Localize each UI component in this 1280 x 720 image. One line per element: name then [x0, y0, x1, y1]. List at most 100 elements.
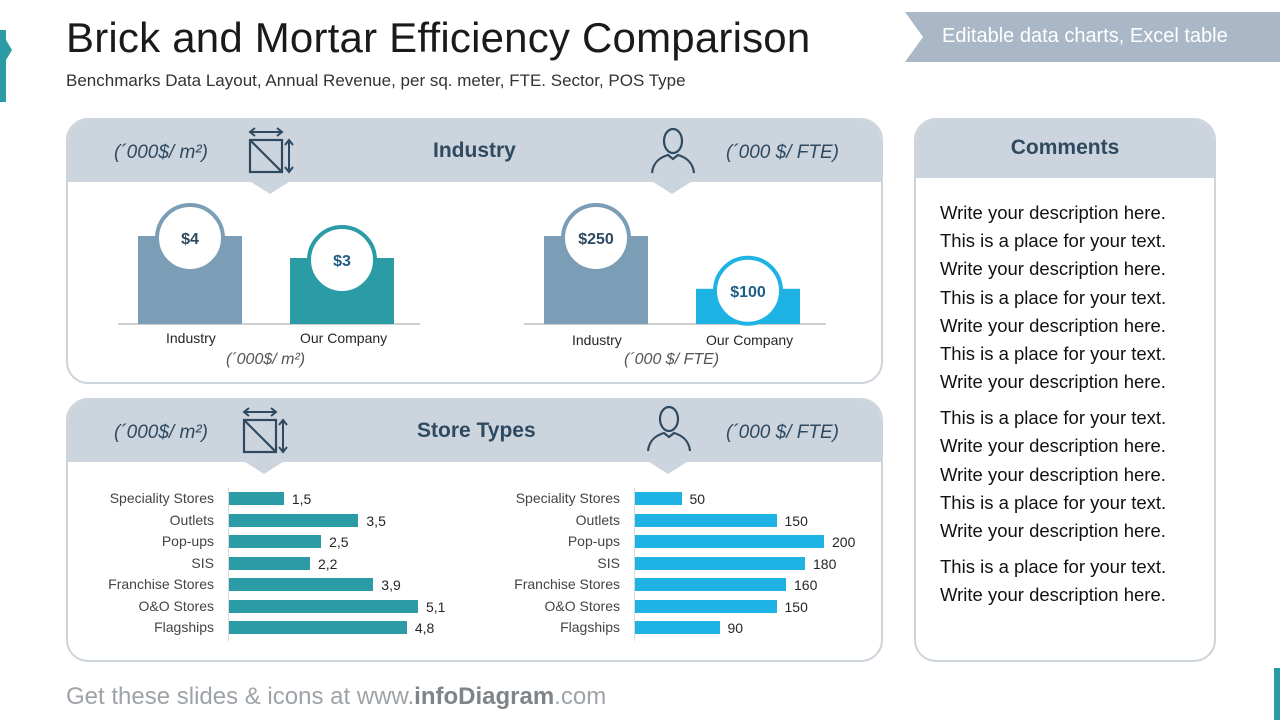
- footer-prefix: Get these slides & icons at www.: [66, 683, 415, 710]
- footer-brand: infoDiagram: [414, 683, 555, 710]
- store-fte-bar-1: [634, 513, 777, 527]
- comment-line: Write your description here.: [940, 371, 1166, 392]
- store-fte-category-4: Franchise Stores: [514, 576, 620, 592]
- category-industry-fte: Industry: [572, 332, 622, 348]
- comment-line: Write your description here.: [940, 435, 1166, 456]
- comment-line: Write your description here.: [940, 584, 1166, 605]
- store-fte-bar-6: [634, 621, 720, 634]
- comment-line: This is a place for your text.: [940, 492, 1167, 513]
- comments-title: Comments: [1010, 136, 1120, 159]
- comment-line: Write your description here.: [940, 315, 1166, 336]
- left-accent-notch: [6, 40, 12, 60]
- store-area-category-3: SIS: [191, 554, 214, 571]
- store-area-category-5: O&O Stores: [138, 597, 214, 614]
- store-area-bar-1: [228, 513, 359, 527]
- comment-line: Write your description here.: [940, 520, 1166, 541]
- fte-column-value-label-0: $250: [578, 231, 614, 248]
- store-area-category-0: Speciality Stores: [109, 490, 214, 506]
- category-company-fte: Our Company: [706, 332, 794, 348]
- store-types-panel-title: Store Types: [417, 419, 536, 442]
- store-fte-bar-4: [634, 578, 786, 591]
- fte-column-badge-1: [713, 255, 783, 326]
- store-fte-value-label-6: 90: [727, 620, 744, 636]
- comment-line: This is a place for your text.: [940, 407, 1167, 428]
- comments-panel: Comments Write your description here. Thi…: [914, 118, 1216, 662]
- store-fte-category-6: Flagships: [560, 619, 620, 635]
- store-fte-value-label-1: 150: [784, 512, 808, 529]
- store-fte-bar-5: [634, 599, 777, 613]
- person-icon: [646, 405, 692, 452]
- fte-column-badge-0: [561, 203, 631, 273]
- store-area-bar-4: [228, 578, 374, 591]
- area-column-badge-0: [155, 203, 225, 273]
- area-column-value-label-0: $4: [181, 231, 199, 248]
- store-fte-category-1: Outlets: [575, 511, 620, 528]
- store-area-value-label-5: 5,1: [426, 598, 446, 615]
- fte-column-value-label-1: $100: [730, 284, 766, 301]
- store-area-value-label-0: 1,5: [291, 491, 312, 507]
- store-area-category-6: Flagships: [154, 619, 214, 635]
- store-fte-value-label-5: 150: [784, 598, 808, 615]
- page-title: Brick and Mortar Efficiency Comparison: [66, 14, 811, 61]
- store-area-bar-5: [228, 599, 418, 613]
- footer-credit: Get these slides & icons at www.infoDiag…: [66, 683, 606, 711]
- area-column-value-label-1: $3: [333, 253, 351, 270]
- right-accent-bar: [1274, 668, 1280, 720]
- store-fte-value-label-0: 50: [689, 491, 706, 507]
- industry-panel: (´000$/ m²) Industry (´000 $/ FTE) $4 $3 …: [66, 118, 883, 384]
- store-area-bar-0: [228, 492, 284, 505]
- store-area-value-label-3: 2,2: [317, 555, 338, 572]
- store-types-area-chart: Speciality Stores 1,5 Outlets 3,5 Pop-ups 2,5…: [94, 488, 474, 642]
- store-fte-value-label-3: 180: [813, 555, 837, 572]
- area-icon: [248, 127, 294, 174]
- store-area-bar-6: [228, 621, 407, 634]
- store-fte-value-label-4: 160: [794, 577, 818, 593]
- store-area-value-label-1: 3,5: [366, 512, 386, 529]
- industry-pointer-right: [650, 180, 694, 194]
- store-pointer-right: [646, 460, 690, 474]
- store-fte-category-3: SIS: [597, 554, 620, 571]
- store-unit-area: (´000$/ m²): [114, 422, 208, 443]
- comment-line: Write your description here.: [940, 464, 1166, 485]
- ribbon-text: Editable data charts, Excel table: [942, 25, 1228, 47]
- comment-line: This is a place for your text.: [940, 230, 1167, 251]
- comments-panel-header: [916, 120, 1214, 178]
- comment-line: Write your description here.: [940, 202, 1166, 223]
- store-fte-category-5: O&O Stores: [544, 597, 620, 614]
- store-unit-fte: (´000 $/ FTE): [726, 422, 839, 443]
- area-icon: [242, 407, 288, 454]
- category-company-area: Our Company: [300, 330, 388, 346]
- store-fte-bar-0: [634, 492, 682, 505]
- left-accent-bar: [0, 30, 6, 102]
- chart-fte: $250 $100: [524, 203, 826, 326]
- area-column-badge-1: [307, 225, 377, 295]
- industry-pointer-left: [248, 180, 292, 194]
- store-area-category-1: Outlets: [169, 511, 214, 528]
- chart-area: $4 $3: [118, 203, 420, 325]
- person-icon: [650, 127, 696, 174]
- store-pointer-left: [242, 460, 286, 474]
- store-fte-category-0: Speciality Stores: [515, 490, 620, 506]
- comment-line: This is a place for your text.: [940, 343, 1167, 364]
- footer-suffix: .com: [554, 683, 607, 710]
- store-types-panel: (´000$/ m²) Store Types (´000 $/ FTE) Sp…: [66, 398, 883, 662]
- area-chart-axis-label: (´000$/ m²): [226, 351, 306, 368]
- store-area-value-label-6: 4,8: [414, 620, 435, 636]
- industry-panel-header: [68, 120, 881, 182]
- store-fte-bar-3: [634, 556, 805, 570]
- comment-line: Write your description here.: [940, 258, 1166, 279]
- category-industry-area: Industry: [166, 330, 216, 346]
- store-area-category-4: Franchise Stores: [108, 576, 214, 592]
- store-fte-axis: [634, 488, 635, 641]
- store-area-bar-3: [228, 556, 310, 570]
- store-area-category-2: Pop-ups: [161, 533, 214, 549]
- ribbon-banner: [905, 12, 1280, 62]
- store-fte-bar-2: [634, 535, 824, 548]
- store-fte-value-label-2: 200: [832, 534, 856, 550]
- fte-chart-axis-label: (´000 $/ FTE): [624, 351, 720, 368]
- industry-unit-fte: (´000 $/ FTE): [726, 142, 839, 163]
- store-area-axis: [228, 488, 229, 641]
- page-subtitle: Benchmarks Data Layout, Annual Revenue, …: [66, 71, 686, 90]
- store-area-value-label-2: 2,5: [329, 534, 349, 550]
- store-area-bar-2: [228, 535, 322, 548]
